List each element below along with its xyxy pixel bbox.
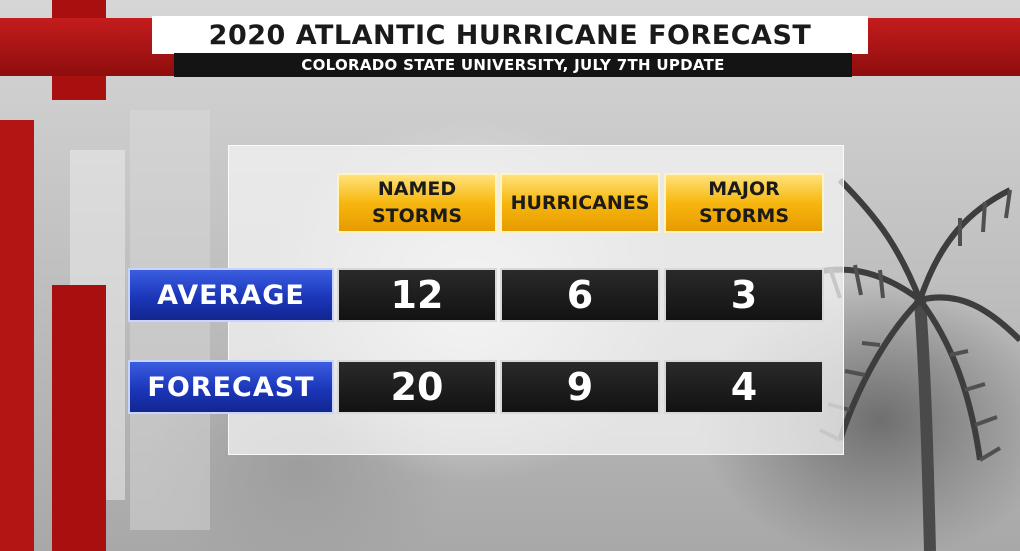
decor-red-bar bbox=[52, 285, 106, 551]
average-hurricanes-value: 6 bbox=[500, 268, 660, 322]
page-subtitle: COLORADO STATE UNIVERSITY, JULY 7TH UPDA… bbox=[301, 56, 725, 74]
page-title: 2020 ATLANTIC HURRICANE FORECAST bbox=[208, 19, 812, 51]
forecast-major-storms-value: 4 bbox=[664, 360, 824, 414]
column-header-hurricanes: HURRICANES bbox=[500, 173, 660, 233]
average-named-storms-value: 12 bbox=[337, 268, 497, 322]
subtitle-box: COLORADO STATE UNIVERSITY, JULY 7TH UPDA… bbox=[174, 53, 852, 77]
average-major-storms-value: 3 bbox=[664, 268, 824, 322]
row-label-average: AVERAGE bbox=[128, 268, 334, 322]
column-header-major-storms: MAJOR STORMS bbox=[664, 173, 824, 233]
title-box: 2020 ATLANTIC HURRICANE FORECAST bbox=[152, 16, 868, 54]
forecast-hurricanes-value: 9 bbox=[500, 360, 660, 414]
row-label-forecast: FORECAST bbox=[128, 360, 334, 414]
decor-red-bar bbox=[0, 120, 34, 551]
column-header-named-storms: NAMED STORMS bbox=[337, 173, 497, 233]
forecast-named-storms-value: 20 bbox=[337, 360, 497, 414]
